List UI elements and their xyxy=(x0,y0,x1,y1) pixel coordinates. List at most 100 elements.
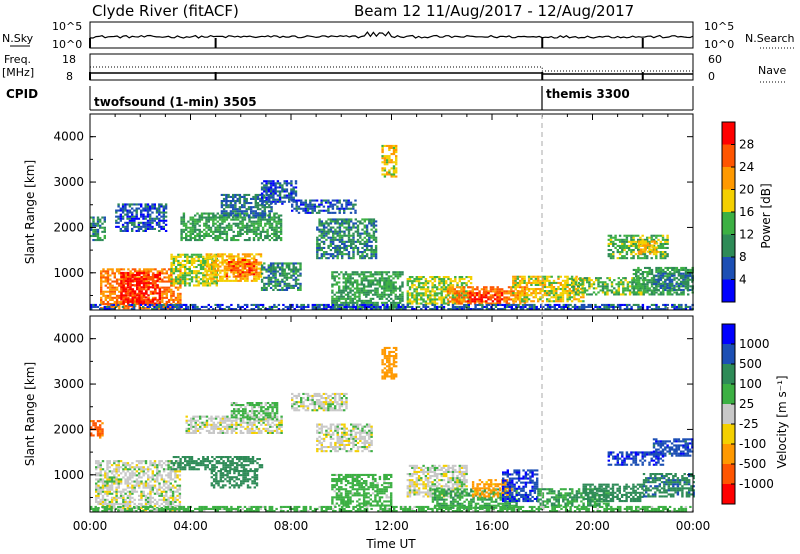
power-cell xyxy=(369,273,372,276)
power-cell xyxy=(220,200,224,203)
power-cell xyxy=(431,302,434,305)
power-cell xyxy=(149,298,153,301)
power-cell xyxy=(281,270,284,273)
power-cell xyxy=(177,259,180,262)
power-cell xyxy=(279,224,283,227)
power-cell xyxy=(527,279,531,282)
power-cell xyxy=(250,224,253,227)
power-cell xyxy=(588,277,591,280)
power-cell xyxy=(190,272,194,275)
power-cell xyxy=(207,228,210,231)
power-cell xyxy=(333,293,336,296)
power-cell xyxy=(124,205,127,208)
power-cell xyxy=(316,244,319,247)
power-cell xyxy=(263,180,266,183)
power-cell xyxy=(222,212,226,215)
power-cell xyxy=(338,222,342,225)
power-cell xyxy=(408,280,412,283)
power-cell xyxy=(281,184,284,187)
power-cell xyxy=(273,220,276,223)
power-cell xyxy=(104,294,107,297)
power-cell xyxy=(227,214,230,217)
power-cell xyxy=(278,190,282,193)
power-cell xyxy=(376,308,379,311)
power-cell xyxy=(205,271,208,274)
power-cell xyxy=(340,301,343,304)
power-cell xyxy=(274,202,277,205)
power-cell xyxy=(650,257,653,260)
power-cell xyxy=(176,292,180,295)
power-cell xyxy=(285,284,289,287)
power-cell xyxy=(336,220,339,223)
power-cell xyxy=(320,203,323,206)
power-cell xyxy=(225,197,228,200)
power-cell xyxy=(485,294,488,297)
power-cell xyxy=(431,290,434,293)
power-cell xyxy=(445,296,448,299)
power-cell xyxy=(124,213,127,216)
power-cell xyxy=(299,282,302,285)
power-cell xyxy=(263,276,266,279)
power-cell xyxy=(496,298,499,301)
power-cell xyxy=(406,302,409,305)
power-cell xyxy=(691,288,694,291)
power-cell xyxy=(272,198,275,201)
power-cell xyxy=(194,303,197,306)
power-cell xyxy=(374,287,377,290)
power-cell xyxy=(154,290,157,293)
power-cell xyxy=(184,280,187,283)
power-cell xyxy=(639,257,642,260)
power-cell xyxy=(541,286,544,289)
power-cell xyxy=(633,285,636,288)
power-cell xyxy=(388,169,391,172)
power-cell xyxy=(259,218,262,221)
power-cell xyxy=(478,290,481,293)
power-cell xyxy=(179,292,182,295)
power-cell xyxy=(541,279,544,282)
power-cell xyxy=(225,234,229,237)
power-cell xyxy=(399,293,402,296)
power-cell xyxy=(238,195,242,198)
power-cell xyxy=(265,286,268,289)
power-cell xyxy=(124,286,128,289)
power-cell xyxy=(179,253,182,256)
power-cell xyxy=(413,288,416,291)
power-cell xyxy=(341,222,344,225)
power-cell xyxy=(614,246,617,249)
power-cell xyxy=(436,288,439,291)
power-cell xyxy=(137,227,141,230)
power-cell xyxy=(121,215,125,218)
power-cell xyxy=(386,173,389,176)
power-cell xyxy=(442,282,446,285)
power-cell xyxy=(140,290,143,293)
power-cell xyxy=(216,305,219,308)
power-cell xyxy=(429,298,432,301)
power-cell xyxy=(413,298,416,301)
power-cell xyxy=(392,171,396,174)
power-cell xyxy=(212,261,215,264)
power-cell xyxy=(232,263,236,266)
power-cell xyxy=(263,212,266,215)
power-cell xyxy=(260,286,264,289)
power-cell xyxy=(285,266,289,269)
power-cell xyxy=(639,268,642,271)
power-cell xyxy=(119,229,122,232)
power-cell xyxy=(453,288,456,291)
power-cell xyxy=(207,214,210,217)
power-cell xyxy=(104,270,107,273)
power-cell xyxy=(458,290,461,293)
power-cell xyxy=(214,255,217,258)
power-cell xyxy=(215,278,218,281)
power-cell xyxy=(175,305,179,308)
power-cell xyxy=(651,244,654,247)
power-cell xyxy=(111,270,114,273)
power-cell xyxy=(269,188,273,191)
power-cell xyxy=(182,214,186,217)
power-cell xyxy=(525,296,529,299)
power-cell xyxy=(426,290,430,293)
power-cell xyxy=(374,279,377,282)
power-cell xyxy=(202,259,205,262)
power-cell xyxy=(385,283,388,286)
power-cell xyxy=(652,244,656,247)
power-cell xyxy=(283,270,286,273)
